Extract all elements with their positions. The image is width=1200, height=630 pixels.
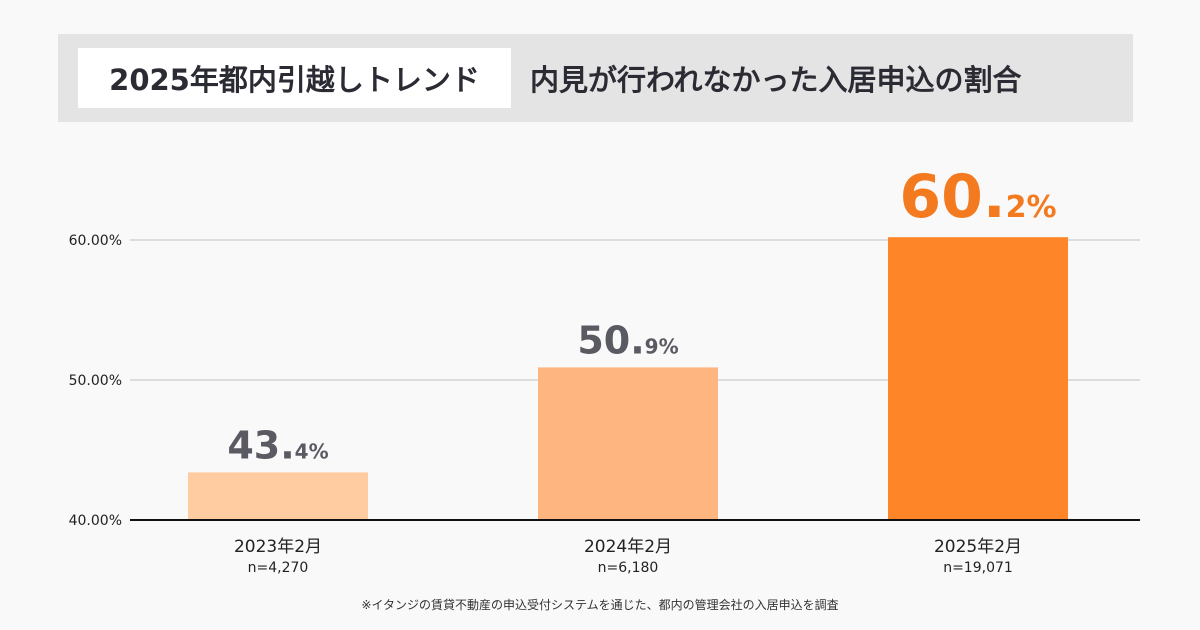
- y-tick-label: 60.00%: [69, 233, 122, 249]
- trend-tag: 2025年都内引越しトレンド: [78, 48, 511, 108]
- x-tick-label: 2025年2月: [934, 537, 1022, 557]
- sample-size-label: n=19,071: [943, 560, 1013, 576]
- bar: [188, 472, 368, 520]
- footnote: ※イタンジの賃貸不動産の申込受付システムを通じた、都内の管理会社の入居申込を調査: [361, 598, 839, 612]
- y-tick-label: 40.00%: [69, 513, 122, 529]
- x-tick-label: 2023年2月: [234, 537, 322, 557]
- data-label: 60.2%: [899, 162, 1056, 232]
- title-banner: 2025年都内引越しトレンド 内見が行われなかった入居申込の割合: [58, 34, 1133, 122]
- chart-title: 内見が行われなかった入居申込の割合: [530, 63, 1022, 97]
- sample-size-label: n=4,270: [248, 560, 309, 576]
- y-tick-label: 50.00%: [69, 373, 122, 389]
- data-label: 50.9%: [577, 318, 678, 362]
- bar: [888, 237, 1068, 520]
- bar: [538, 367, 718, 520]
- data-label: 43.4%: [227, 423, 328, 467]
- sample-size-label: n=6,180: [598, 560, 659, 576]
- x-tick-label: 2024年2月: [584, 537, 672, 557]
